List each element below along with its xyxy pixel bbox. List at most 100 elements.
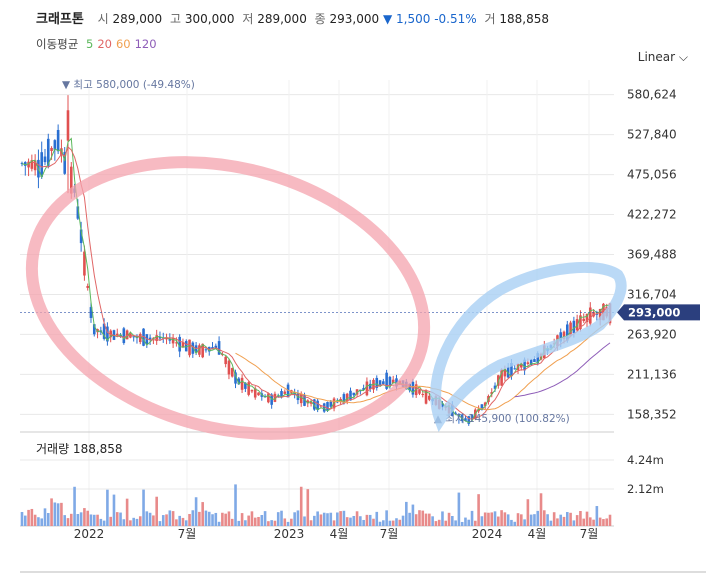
volume-bar [125, 498, 129, 526]
volume-bar [152, 515, 155, 526]
volume-bar [332, 520, 336, 526]
volume-bar [569, 512, 572, 526]
low-value: 289,000 [257, 12, 307, 26]
change-value: ▼ 1,500 -0.51% [382, 12, 477, 26]
candle-body [33, 160, 37, 171]
volume-bar [418, 510, 421, 526]
candle-body [303, 395, 306, 406]
volume-bar [441, 511, 444, 526]
candle-body [428, 395, 431, 400]
volume-bar [365, 514, 369, 526]
candle-body [306, 400, 310, 404]
candle-body [375, 377, 379, 388]
ma120-line [514, 342, 611, 398]
volume-bar [552, 512, 556, 526]
volume-bar [168, 510, 172, 526]
candle-body [506, 367, 510, 378]
volume-bar [434, 521, 438, 526]
volume-bar [102, 520, 106, 526]
candle-body [60, 148, 63, 156]
volume-bar [493, 511, 497, 526]
volume-bar [227, 511, 231, 526]
volume-bar [263, 511, 267, 526]
volume-bar [230, 518, 234, 526]
volume-bar [142, 489, 145, 526]
volume-bar [135, 518, 139, 526]
candle-body [441, 403, 444, 408]
volume-bar [437, 519, 441, 526]
candle-body [247, 382, 250, 395]
volume-bar [388, 520, 392, 526]
candle-body [86, 285, 89, 288]
min-annotation: ▲ 최저 145,900 (100.82%) [434, 413, 570, 425]
candle-body [66, 110, 70, 141]
current-price-label: 293,000 [628, 305, 680, 319]
volume-bar [184, 520, 188, 526]
volume-axis-tick: 2.12m [627, 482, 664, 496]
candle-body [470, 414, 474, 419]
candle-body [316, 400, 319, 411]
volume-bar [391, 520, 395, 526]
volume-bar [37, 517, 40, 526]
candle-body [385, 372, 388, 389]
candle-body [53, 140, 57, 150]
candle-body [391, 379, 395, 384]
volume-bar [536, 510, 540, 526]
price-axis-tick: 475,056 [627, 168, 677, 182]
scale-toggle[interactable]: Linear ⌵ [637, 50, 688, 64]
candle-body [454, 412, 457, 414]
volume-bar [309, 520, 313, 526]
moving-average-legend: 이동평균 5 20 60 120 [36, 36, 161, 52]
volume-bar [487, 512, 490, 526]
volume-bar [63, 515, 67, 526]
candle-body [158, 336, 162, 339]
volume-bar [565, 512, 569, 526]
candle-body [253, 388, 257, 398]
volume-bar [286, 521, 290, 526]
volume-bar [428, 513, 431, 526]
volume-bar [40, 518, 44, 526]
volume-bar [516, 513, 520, 526]
price-axis-tick: 263,920 [627, 327, 677, 341]
candle-body [171, 338, 175, 344]
volume-bar [562, 516, 566, 526]
volume-bar [362, 519, 365, 526]
volume-bar [352, 515, 356, 526]
candle-body [270, 394, 273, 405]
candle-body [46, 138, 50, 166]
volume-bar [431, 516, 434, 526]
volume-bar [158, 521, 162, 526]
open-value: 289,000 [112, 12, 163, 26]
volume-bar [398, 519, 402, 526]
volume-bar [595, 506, 599, 526]
volume-bar [115, 512, 119, 526]
candle-body [559, 332, 563, 342]
volume-bar [385, 510, 388, 526]
candle-body [227, 360, 231, 375]
candle-body [142, 328, 145, 346]
candle-body [565, 324, 569, 341]
volume-bar [585, 511, 589, 526]
volume-bar [480, 516, 484, 526]
candle-body [214, 345, 218, 349]
candle-body [92, 324, 96, 335]
candle-body [293, 392, 296, 395]
volume-panel-title: 거래량 188,858 [36, 442, 123, 456]
candle-body [526, 362, 530, 365]
volume-bar [276, 512, 280, 526]
ma-period-60: 60 [115, 37, 131, 51]
volume-bar [109, 516, 112, 526]
candle-body [204, 349, 208, 351]
candle-body [76, 206, 80, 219]
volume-bar [401, 515, 405, 526]
volume-bar [92, 514, 96, 526]
volume-bar [359, 516, 362, 526]
volume-bar [138, 516, 142, 526]
volume-bar [342, 510, 346, 526]
volume-bar [198, 511, 201, 526]
volume-bar [349, 517, 352, 526]
ma60-line [235, 320, 611, 411]
current-price-badge [617, 304, 700, 321]
candle-body [313, 399, 316, 410]
candle-body [283, 391, 287, 394]
